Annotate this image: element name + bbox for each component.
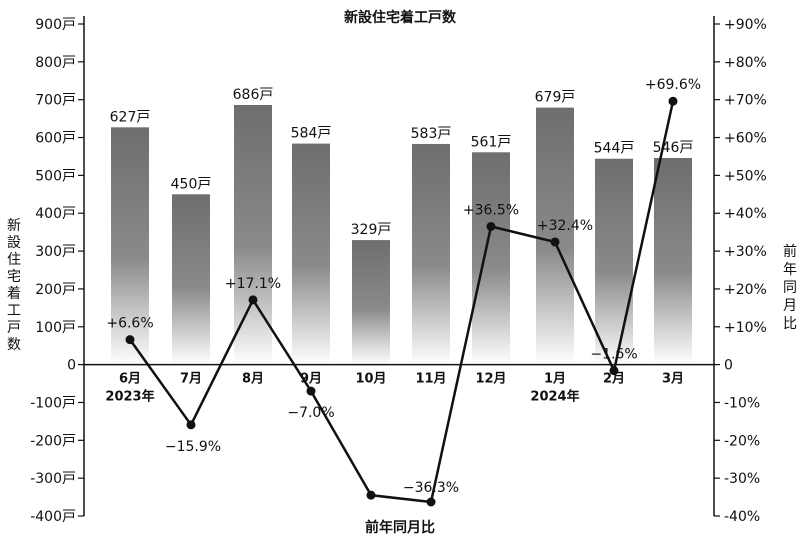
- right-axis-title: 前年同月比: [783, 243, 797, 332]
- bar-value-label: 686戸: [233, 87, 274, 103]
- right-tick-label: +90%: [724, 17, 767, 33]
- left-axis-title-char: 工: [7, 303, 21, 319]
- left-tick-label: 500戸: [35, 168, 76, 184]
- right-tick-label: +80%: [724, 55, 767, 71]
- left-tick-label: 0: [67, 358, 76, 374]
- yoy-point: [609, 366, 619, 376]
- year-label: 2023年: [105, 389, 154, 405]
- yoy-value-label: +69.6%: [645, 77, 701, 93]
- left-tick-label: -300戸: [30, 471, 76, 487]
- yoy-point: [306, 386, 316, 396]
- right-tick-label: +20%: [724, 282, 767, 298]
- bar: [111, 127, 149, 365]
- bar: [654, 157, 692, 365]
- yoy-point: [366, 490, 376, 500]
- bar-value-label: 561戸: [471, 134, 512, 150]
- yoy-point: [426, 497, 436, 507]
- left-axis-title-char: 数: [7, 337, 21, 353]
- right-tick-label: 0: [724, 358, 733, 374]
- category-label: 11月: [415, 372, 446, 387]
- right-axis-title-char: 同: [783, 280, 797, 296]
- yoy-point: [186, 420, 196, 430]
- right-axis-title-char: 月: [783, 298, 797, 314]
- chart-title: 新設住宅着工戸数: [344, 9, 457, 26]
- left-tick-label: -100戸: [30, 395, 76, 411]
- left-tick-label: 400戸: [35, 206, 76, 222]
- bar: [412, 143, 450, 365]
- right-tick-label: -40%: [724, 509, 760, 525]
- right-tick-label: +10%: [724, 320, 767, 336]
- yoy-value-label: +32.4%: [537, 218, 593, 234]
- yoy-point: [668, 96, 678, 106]
- bar: [595, 158, 633, 365]
- yoy-point: [248, 295, 258, 305]
- yoy-line: [128, 100, 675, 504]
- left-tick-label: 300戸: [35, 244, 76, 260]
- left-axis-title-char: 新: [7, 218, 21, 234]
- right-tick-label: +40%: [724, 206, 767, 222]
- left-axis-title-char: 設: [7, 235, 21, 251]
- yoy-value-label: +17.1%: [225, 276, 281, 292]
- bar-value-label: 583戸: [411, 126, 452, 142]
- right-tick-label: +50%: [724, 168, 767, 184]
- yoy-value-label: −15.9%: [165, 439, 221, 455]
- left-tick-label: 700戸: [35, 93, 76, 109]
- left-tick-label: 600戸: [35, 131, 76, 147]
- left-tick-label: 100戸: [35, 320, 76, 336]
- right-tick-label: +30%: [724, 244, 767, 260]
- category-label: 2月: [603, 372, 625, 387]
- left-tick-label: -200戸: [30, 433, 76, 449]
- bar-value-label: 546戸: [653, 140, 694, 156]
- yoy-point: [486, 221, 496, 231]
- category-label: 10月: [355, 372, 386, 387]
- right-tick-label: +70%: [724, 93, 767, 109]
- left-tick-label: -400戸: [30, 509, 76, 525]
- left-tick-label: 900戸: [35, 17, 76, 33]
- left-tick-label: 800戸: [35, 55, 76, 71]
- bar-value-label: 627戸: [110, 109, 151, 125]
- left-tick-label: 200戸: [35, 282, 76, 298]
- category-label: 8月: [242, 372, 264, 387]
- bar-value-label: 450戸: [171, 176, 212, 192]
- left-axis-title-char: 戸: [7, 320, 21, 336]
- right-axis-title-char: 比: [783, 316, 797, 332]
- bar-value-label: 329戸: [351, 222, 392, 238]
- category-label: 7月: [180, 372, 202, 387]
- yoy-value-label: +6.6%: [106, 316, 153, 332]
- yoy-value-label: −7.0%: [287, 405, 334, 421]
- right-axis-title-char: 年: [783, 262, 797, 278]
- category-label: 9月: [300, 372, 322, 387]
- left-axis-title-char: 着: [7, 286, 21, 302]
- bottom-axis-label: 前年同月比: [365, 519, 435, 536]
- right-tick-label: -30%: [724, 471, 760, 487]
- bar: [536, 107, 574, 365]
- yoy-value-label: −36.3%: [403, 480, 459, 496]
- bar: [292, 143, 330, 365]
- yoy-point: [125, 335, 135, 345]
- category-label: 6月: [119, 372, 141, 387]
- bar: [172, 194, 210, 365]
- category-label: 12月: [475, 372, 506, 387]
- category-label: 1月: [544, 372, 566, 387]
- bar-value-label: 679戸: [535, 90, 576, 106]
- bar: [472, 152, 510, 365]
- right-tick-label: -10%: [724, 395, 760, 411]
- right-tick-label: +60%: [724, 131, 767, 147]
- right-tick-label: -20%: [724, 433, 760, 449]
- yoy-value-label: +36.5%: [463, 202, 519, 218]
- yoy-value-label: −1.6%: [590, 347, 637, 363]
- yoy-point: [550, 237, 560, 247]
- year-label: 2024年: [530, 389, 579, 405]
- bar-value-label: 584戸: [291, 126, 332, 142]
- right-axis-title-char: 前: [783, 243, 797, 260]
- left-axis-title-char: 住: [7, 252, 21, 268]
- bar-value-label: 544戸: [594, 141, 635, 157]
- left-axis-title-char: 宅: [7, 269, 21, 285]
- left-axis-title: 新設住宅着工戸数: [7, 218, 21, 353]
- category-label: 3月: [662, 372, 684, 387]
- bar: [352, 240, 390, 365]
